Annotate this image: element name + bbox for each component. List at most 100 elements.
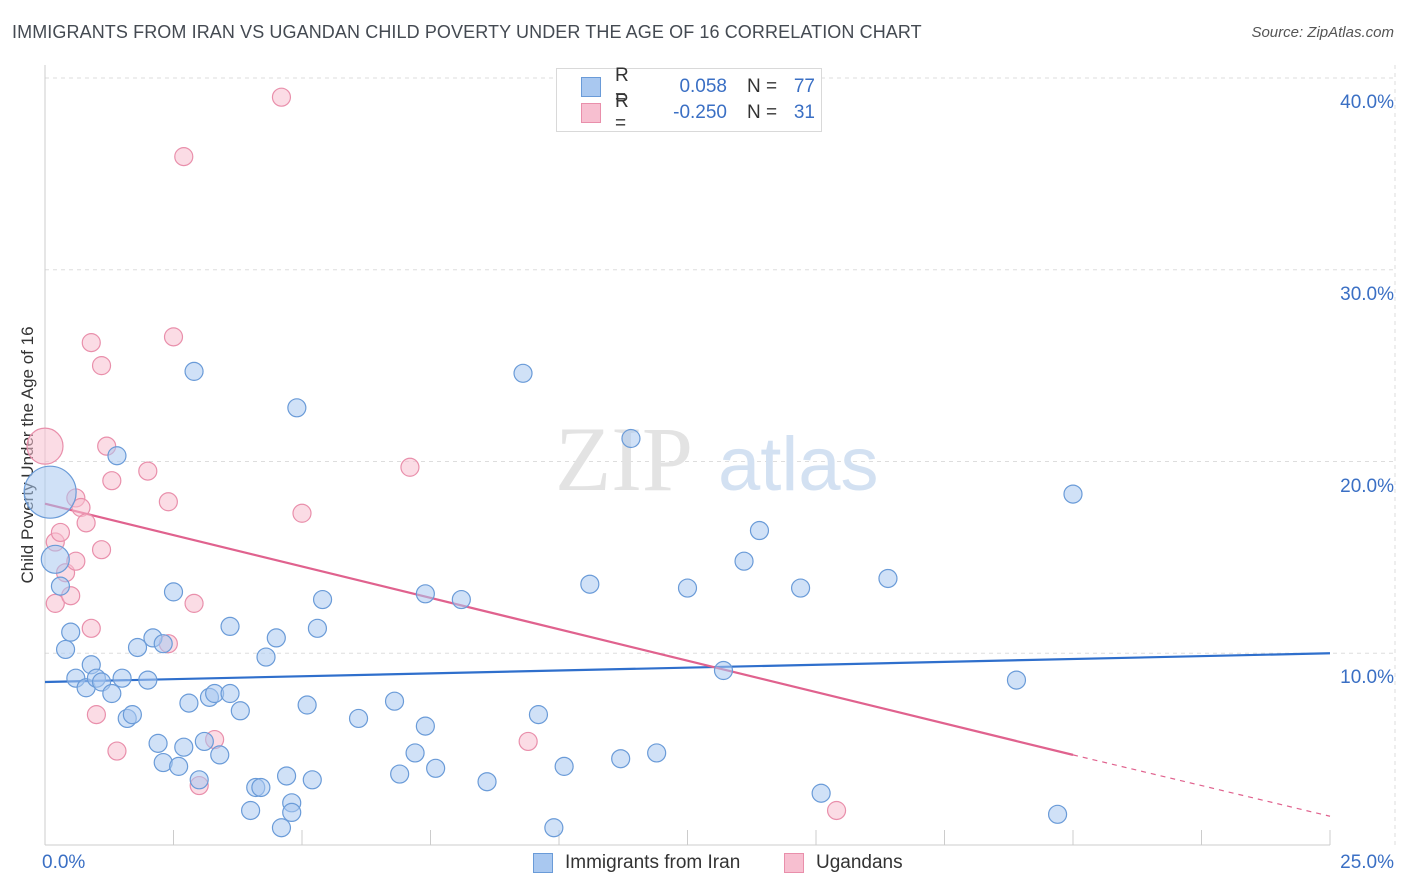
iran-point (163, 582, 184, 602)
iran-point (580, 574, 600, 594)
iran-point (127, 637, 148, 658)
iran-point (790, 578, 811, 598)
ugandans-point (292, 503, 312, 523)
ugandans-point (45, 593, 65, 613)
r-label: R = (615, 91, 629, 134)
legend-item-ugandans: Ugandans (784, 852, 903, 874)
iran-point (878, 568, 898, 589)
ugandans-point (184, 593, 204, 613)
ugandans-legend-swatch (784, 853, 804, 873)
iran-point (102, 683, 122, 704)
ugandans-point (158, 492, 178, 512)
iran-point (184, 361, 204, 381)
ugandans-point (271, 87, 292, 107)
x-tick-max: 25.0% (1340, 852, 1394, 873)
iran-point (297, 695, 317, 715)
iran-point (713, 660, 734, 681)
source-label: Source: ZipAtlas.com (1251, 24, 1394, 41)
ugandans-point (102, 471, 122, 491)
iran-point (307, 618, 328, 638)
iran-point (241, 800, 261, 821)
ugandans-point (826, 800, 847, 821)
iran-point (210, 745, 230, 765)
y-tick-label: 10.0% (1340, 667, 1394, 689)
ugandans-trend-extension (1072, 754, 1331, 817)
ugandans-swatch (581, 103, 601, 123)
legend-row-iran: R = 0.058 N = 77 (581, 65, 815, 108)
iran-point (148, 733, 168, 753)
legend-item-iran: Immigrants from Iran (533, 852, 740, 874)
data-points (23, 87, 1083, 838)
y-tick-label: 40.0% (1340, 92, 1394, 113)
ugandans-point (76, 513, 96, 533)
watermark-zip: ZIP (555, 408, 693, 510)
iran-point (174, 737, 194, 757)
iran-point (415, 716, 435, 736)
chart-title: IMMIGRANTS FROM IRAN VS UGANDAN CHILD PO… (12, 22, 922, 42)
iran-point (266, 628, 286, 648)
ugandans-point (107, 741, 127, 761)
iran-point (40, 544, 70, 574)
iran-point (23, 465, 77, 519)
ugandans-point (400, 457, 420, 477)
iran-point (287, 398, 307, 418)
iran-point (528, 705, 549, 725)
iran-point (611, 749, 631, 769)
y-tick-label: 20.0% (1340, 475, 1394, 497)
x-tick-min: 0.0% (42, 852, 86, 873)
y-tick-label: 30.0% (1340, 283, 1394, 305)
n-value: 31 (793, 102, 815, 123)
r-value: 0.058 (679, 76, 727, 97)
ugandans-point (81, 333, 101, 353)
ugandans-point (163, 327, 184, 347)
ugandans-point (50, 522, 71, 543)
iran-point (451, 589, 471, 610)
ugandans-trend-line (44, 502, 1074, 756)
iran-point (1047, 804, 1068, 824)
iran-point (312, 589, 333, 610)
iran-point (282, 802, 302, 823)
ugandans-point (91, 540, 112, 560)
iran-point (749, 520, 770, 541)
iran-point (251, 777, 271, 798)
iran-trend-line (44, 652, 1331, 684)
iran-point (276, 766, 297, 786)
r-label: R = (615, 65, 629, 108)
iran-point (55, 639, 76, 660)
iran-point (621, 428, 641, 449)
iran-point (122, 705, 142, 725)
iran-legend-swatch (533, 853, 553, 873)
correlation-legend: R = 0.058 N = 77 R = -0.250 N = 31 (556, 65, 822, 134)
iran-point (189, 770, 209, 790)
iran-point (677, 578, 698, 598)
iran-point (153, 634, 173, 654)
iran-point (256, 647, 276, 667)
iran-point (647, 743, 667, 763)
iran-point (194, 731, 214, 752)
iran-point (112, 668, 132, 688)
iran-point (302, 770, 322, 790)
iran-point (415, 584, 435, 604)
iran-point (384, 691, 405, 711)
watermark-atlas: atlas (718, 422, 879, 507)
iran-point (1063, 484, 1083, 504)
ugandans-point (81, 618, 101, 638)
trend-lines (44, 502, 1331, 817)
iran-point (554, 756, 574, 776)
iran-point (138, 670, 158, 690)
iran-point (348, 708, 369, 729)
ugandans-legend-label: Ugandans (816, 852, 903, 873)
iran-point (405, 743, 425, 763)
r-value: -0.250 (673, 102, 727, 123)
iran-point (271, 818, 292, 838)
iran-point (179, 693, 199, 713)
iran-point (390, 764, 410, 784)
iran-point (477, 772, 497, 792)
ugandans-point (86, 705, 107, 725)
ugandans-point (138, 461, 158, 481)
iran-point (544, 818, 564, 838)
n-value: 77 (793, 76, 815, 97)
ugandans-point (518, 731, 538, 752)
iran-point (1006, 670, 1027, 690)
